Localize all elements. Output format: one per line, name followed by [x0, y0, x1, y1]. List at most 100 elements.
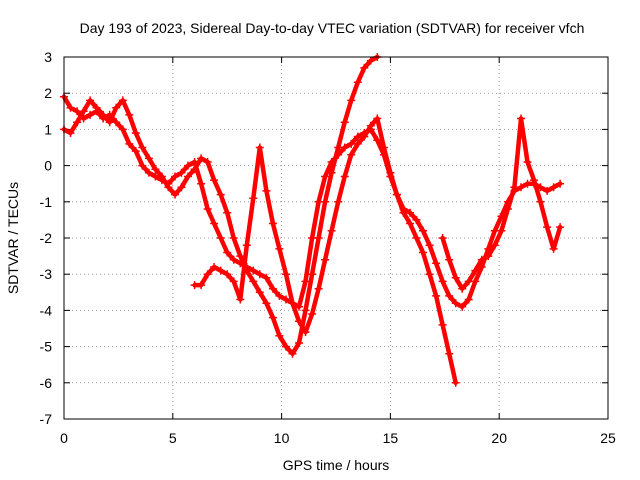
data-point [210, 263, 219, 271]
x-tick-label: 15 [383, 430, 399, 446]
data-point [445, 291, 454, 300]
data-point [203, 270, 212, 279]
data-point [66, 129, 75, 137]
series-line-arc-2 [61, 54, 380, 357]
data-point [419, 248, 427, 257]
data-point [497, 212, 506, 221]
data-point [432, 259, 441, 268]
data-point [308, 310, 317, 318]
data-point [73, 118, 82, 127]
data-point [249, 194, 258, 203]
data-point [464, 295, 473, 304]
data-point [197, 154, 206, 163]
data-point [79, 107, 88, 116]
data-point [157, 172, 166, 181]
data-point [314, 234, 323, 242]
data-point [197, 281, 206, 290]
data-point [216, 266, 225, 275]
data-point [490, 241, 499, 250]
y-tick-label: 3 [44, 49, 52, 65]
data-point [477, 255, 486, 264]
y-tick-label: -6 [40, 375, 53, 391]
data-point [334, 197, 343, 206]
data-point [425, 270, 434, 279]
y-tick-labels: 3 2 1 0 -1 -2 -3 -4 -5 -6 -7 [40, 49, 53, 427]
data-point [497, 226, 506, 235]
data-point [432, 291, 441, 300]
data-point [373, 114, 382, 123]
data-point [503, 197, 512, 206]
data-point [464, 277, 473, 286]
x-axis-label: GPS time / hours [283, 457, 390, 473]
data-point [340, 118, 349, 127]
data-point [503, 205, 512, 213]
data-point [275, 291, 284, 300]
data-point [236, 295, 245, 304]
data-point [353, 139, 362, 148]
data-point [144, 154, 153, 163]
y-tick-label: -7 [40, 411, 53, 427]
data-point [360, 132, 369, 141]
plot-frame [63, 56, 609, 420]
data-point [340, 172, 349, 181]
data-point [268, 313, 277, 322]
data-point [543, 223, 552, 232]
data-point [379, 150, 388, 159]
data-point [216, 234, 225, 242]
data-point [177, 183, 186, 192]
data-point [131, 129, 140, 137]
data-point [321, 255, 330, 264]
data-point [543, 186, 552, 195]
grid-lines [64, 57, 608, 419]
data-point [223, 270, 232, 279]
y-tick-label: 1 [44, 121, 52, 137]
data-point [334, 150, 343, 159]
data-point [477, 263, 486, 271]
data-point [536, 183, 545, 192]
data-point [171, 172, 179, 181]
y-tick-label: -5 [40, 339, 53, 355]
data-point [379, 143, 388, 152]
data-point [301, 306, 310, 315]
data-point [386, 168, 395, 177]
data-point [144, 168, 153, 177]
data-point [288, 299, 297, 308]
data-point [327, 168, 336, 177]
data-point [282, 295, 290, 304]
data-point [242, 266, 251, 275]
data-point [451, 378, 460, 387]
data-point [484, 252, 493, 261]
data-point [138, 143, 147, 152]
data-point [438, 277, 447, 286]
data-point [210, 219, 219, 228]
data-point [412, 234, 421, 242]
data-point [268, 219, 277, 228]
data-point [275, 244, 284, 253]
data-point [190, 165, 199, 174]
data-point [366, 56, 375, 65]
data-point [392, 190, 401, 199]
data-point [282, 270, 290, 279]
data-point [86, 110, 95, 119]
data-point [288, 349, 297, 358]
data-point [255, 288, 264, 297]
data-point [242, 241, 251, 250]
data-point [249, 277, 258, 286]
data-point [517, 114, 525, 123]
marker-layer [60, 53, 565, 387]
data-point [308, 270, 317, 279]
y-tick-label: 2 [44, 85, 52, 101]
data-point [203, 205, 212, 213]
data-point [125, 110, 134, 119]
data-point [556, 179, 565, 188]
y-tick-label: -2 [40, 230, 53, 246]
data-point [236, 252, 245, 261]
data-point [262, 273, 271, 282]
data-point [295, 302, 303, 311]
data-point [458, 302, 467, 311]
data-point [399, 208, 408, 217]
data-point [125, 139, 134, 148]
data-point [216, 190, 225, 199]
series-layer [61, 54, 563, 386]
y-tick-label: -1 [40, 194, 53, 210]
